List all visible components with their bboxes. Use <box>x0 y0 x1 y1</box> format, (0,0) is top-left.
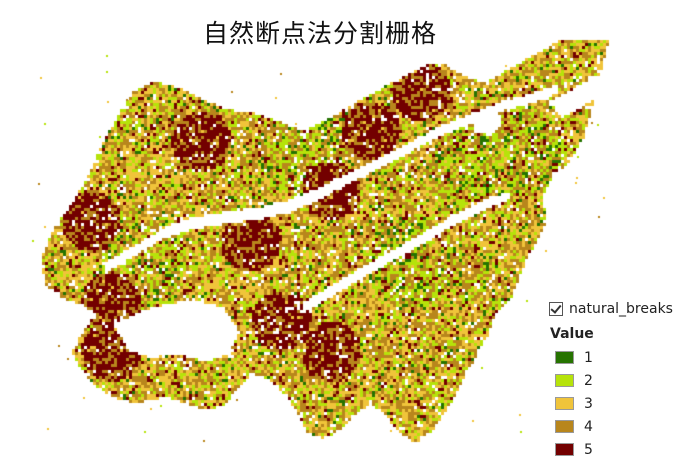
legend-class-row: 5 <box>546 438 680 461</box>
legend-class-label: 5 <box>584 441 593 458</box>
legend-swatch <box>555 351 574 364</box>
legend: natural_breaks Value 1 2 3 4 5 <box>546 298 680 461</box>
layer-visibility-checkbox-icon[interactable] <box>549 302 563 316</box>
legend-classes: 1 2 3 4 5 <box>546 346 680 461</box>
layer-name: natural_breaks <box>569 301 673 317</box>
legend-class-row: 2 <box>546 369 680 392</box>
layer-toggle-row[interactable]: natural_breaks <box>546 298 680 320</box>
legend-class-label: 2 <box>584 372 593 389</box>
legend-class-label: 1 <box>584 349 593 366</box>
legend-swatch <box>555 397 574 410</box>
legend-class-label: 4 <box>584 418 593 435</box>
legend-class-row: 4 <box>546 415 680 438</box>
legend-class-label: 3 <box>584 395 593 412</box>
legend-value-heading: Value <box>550 326 594 342</box>
legend-swatch <box>555 443 574 456</box>
legend-class-row: 3 <box>546 392 680 415</box>
legend-swatch <box>555 420 574 433</box>
legend-class-row: 1 <box>546 346 680 369</box>
legend-swatch <box>555 374 574 387</box>
